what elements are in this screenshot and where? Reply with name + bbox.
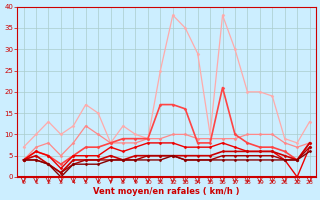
X-axis label: Vent moyen/en rafales ( km/h ): Vent moyen/en rafales ( km/h ) xyxy=(93,187,240,196)
